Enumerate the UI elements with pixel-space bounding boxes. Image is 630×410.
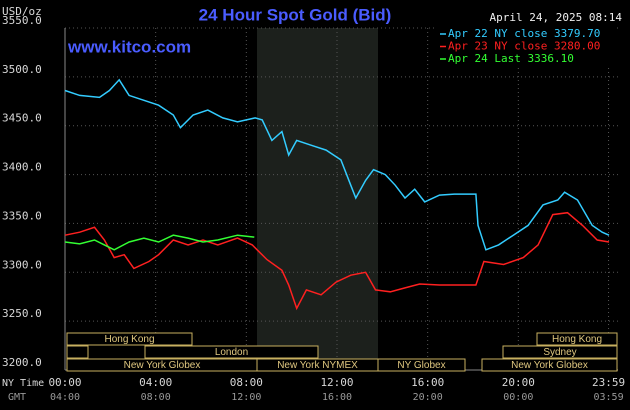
gmt-tick-label: 16:00 — [322, 392, 352, 403]
x-tick-label: 00:00 — [48, 376, 81, 389]
price-line — [64, 211, 610, 311]
y-tick-label: 3550.0 — [2, 14, 42, 27]
y-tick-label: 3400.0 — [2, 161, 42, 174]
session-label: New York Globex — [124, 360, 201, 371]
y-tick-label: 3500.0 — [2, 63, 42, 76]
session-box — [144, 345, 319, 359]
y-tick-label: 3200.0 — [2, 356, 42, 369]
gmt-tick-label: 08:00 — [141, 392, 171, 403]
session-label: Hong Kong — [104, 334, 154, 345]
session-label: Hong Kong — [552, 334, 602, 345]
x-tick-label: 04:00 — [139, 376, 172, 389]
x-tick-label: 12:00 — [320, 376, 353, 389]
x-tick-label: 23:59 — [592, 376, 625, 389]
legend-box — [436, 27, 616, 67]
y-tick-label: 3250.0 — [2, 307, 42, 320]
session-box — [66, 332, 193, 346]
session-label: New York NYMEX — [277, 360, 358, 371]
session-label: NY Globex — [397, 360, 445, 371]
session-box — [377, 358, 466, 372]
y-unit-label: USD/oz — [2, 5, 42, 18]
gmt-tick-label: 00:00 — [503, 392, 533, 403]
session-label: London — [215, 347, 248, 358]
watermark: www.kitco.com — [67, 37, 191, 56]
legend-label: Apr 24 Last 3336.10 — [448, 52, 574, 65]
y-tick-label: 3350.0 — [2, 209, 42, 222]
session-box — [502, 345, 618, 359]
x-tick-label: 16:00 — [411, 376, 444, 389]
x-tick-label: 20:00 — [502, 376, 535, 389]
gmt-tick-label: 04:00 — [50, 392, 80, 403]
legend-label: Apr 22 NY close 3379.70 — [448, 27, 600, 40]
date-label: April 24, 2025 08:14 — [490, 11, 623, 24]
session-box — [481, 358, 618, 372]
gmt-tick-label: 20:00 — [413, 392, 443, 403]
price-line — [64, 78, 610, 251]
session-label: Sydney — [543, 347, 576, 358]
chart-title: 24 Hour Spot Gold (Bid) — [199, 5, 392, 24]
trading-hours-shade — [257, 28, 378, 370]
session-box — [536, 332, 618, 346]
gmt-tick-label: 03:59 — [593, 392, 623, 403]
y-tick-label: 3450.0 — [2, 112, 42, 125]
price-line — [64, 234, 255, 251]
session-box — [66, 345, 89, 359]
y-tick-label: 3300.0 — [2, 258, 42, 271]
x-row-label: GMT — [8, 392, 26, 403]
session-label: New York Globex — [511, 360, 588, 371]
gmt-tick-label: 12:00 — [231, 392, 261, 403]
x-tick-label: 08:00 — [230, 376, 263, 389]
x-row-label: NY Time — [2, 378, 44, 389]
legend-label: Apr 23 NY close 3280.00 — [448, 40, 600, 53]
